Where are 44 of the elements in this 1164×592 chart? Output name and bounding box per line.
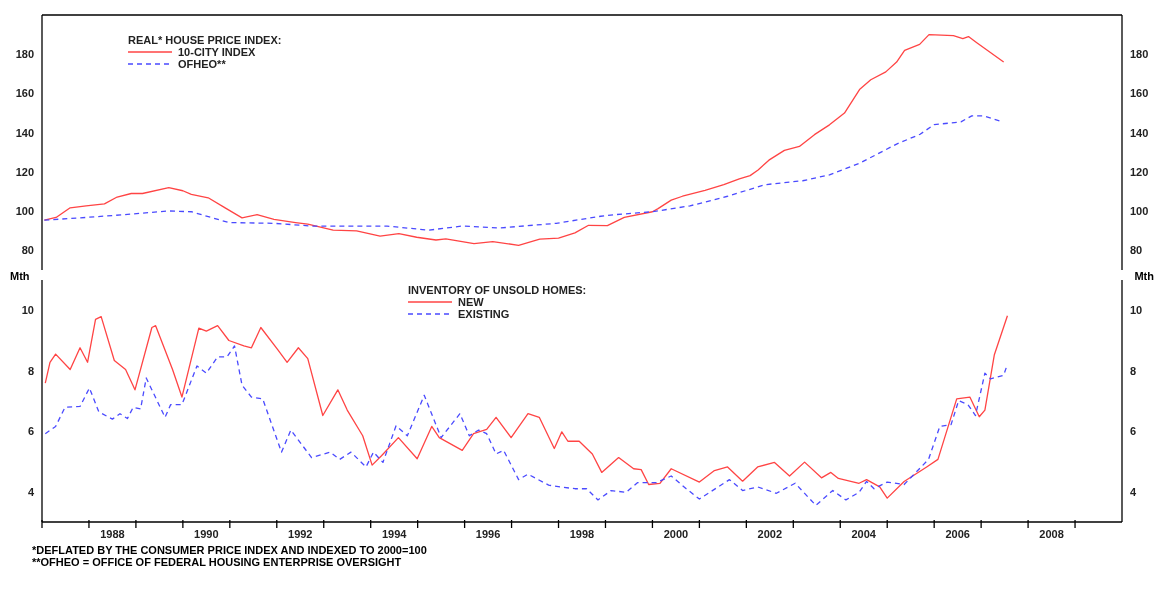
- x-tick-label: 2000: [663, 528, 689, 540]
- text: **OFHEO = OFFICE OF FEDERAL HOUSING ENTERPRISE OVERSIGHT: [31, 556, 403, 568]
- line-series: [43, 33, 1005, 246]
- y-tick-label: 80: [21, 244, 34, 257]
- y-axis-title: Mth: [10, 270, 30, 282]
- x-tick-label: 1988: [100, 528, 125, 540]
- y-tick-label: 10: [21, 304, 34, 317]
- x-tick-label: 1994: [381, 528, 408, 540]
- y-tick-label: 120: [15, 165, 34, 178]
- y2-tick-label: 80: [1130, 244, 1143, 257]
- legend-label: EXISTING: [458, 308, 510, 320]
- y-tick-label: 4: [27, 485, 35, 498]
- y2-tick-label: 160: [1130, 87, 1149, 100]
- text: *DEFLATED BY THE CONSUMER PRICE INDEX AND INDEXED TO 2000=100: [31, 544, 428, 556]
- y-tick-label: 8: [27, 364, 34, 377]
- legend-title: INVENTORY OF UNSOLD HOMES:: [408, 284, 587, 296]
- y2-tick-label: 140: [1130, 126, 1149, 139]
- y-tick-label: 140: [15, 126, 34, 139]
- x-tick-label: 2008: [1039, 528, 1064, 540]
- y2-tick-label: 4: [1130, 485, 1137, 498]
- y2-tick-label: 10: [1130, 304, 1143, 317]
- y2-tick-label: 180: [1130, 48, 1149, 61]
- legend-label: 10-CITY INDEX: [178, 46, 256, 58]
- x-tick-label: 2002: [757, 528, 783, 540]
- y2-tick-label: 100: [1130, 205, 1149, 218]
- legend-label: NEW: [458, 296, 484, 308]
- x-tick-label: 1996: [475, 528, 501, 540]
- y2-axis-title: Mth: [1134, 270, 1154, 282]
- y2-tick-label: 120: [1130, 165, 1149, 178]
- y-tick-label: 6: [27, 425, 34, 438]
- y2-tick-label: 6: [1130, 425, 1137, 438]
- y-tick-label: 180: [15, 48, 34, 61]
- legend-label: OFHEO**: [178, 58, 226, 70]
- x-tick-label: 1990: [194, 528, 219, 540]
- y-tick-label: 100: [15, 205, 34, 218]
- x-tick-label: 1998: [569, 528, 595, 540]
- legend-title: REAL* HOUSE PRICE INDEX:: [128, 34, 282, 46]
- x-tick-label: 1992: [288, 528, 313, 540]
- line-series: [43, 115, 1001, 231]
- y-tick-label: 160: [15, 87, 34, 100]
- x-tick-label: 2004: [851, 528, 877, 540]
- y2-tick-label: 8: [1130, 364, 1137, 377]
- x-tick-label: 2006: [945, 528, 970, 540]
- line-series: [44, 345, 1009, 507]
